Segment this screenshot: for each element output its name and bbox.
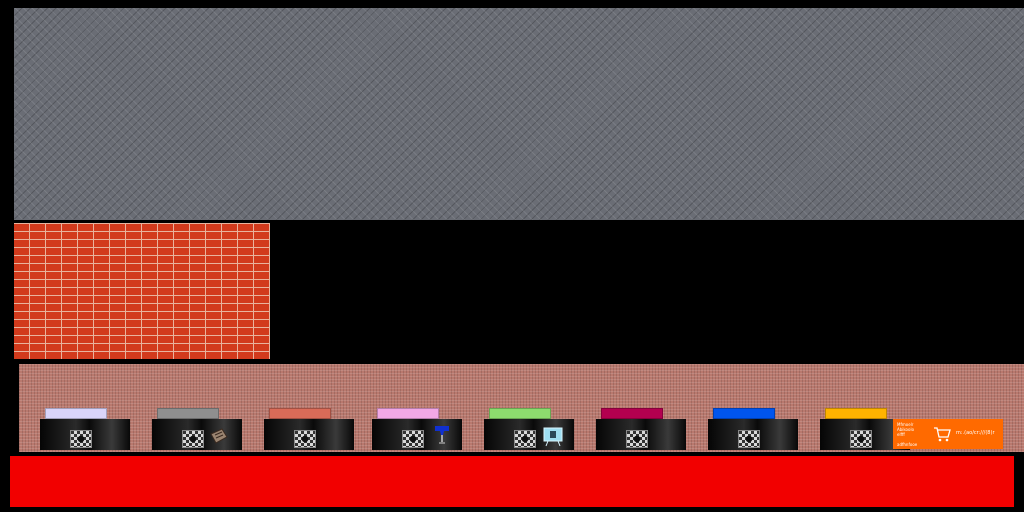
slot-color-tab xyxy=(269,408,331,419)
slot-color-tab xyxy=(601,408,663,419)
vent-grille-icon xyxy=(402,430,424,448)
slot-machine[interactable] xyxy=(708,419,798,450)
vending-slot-6[interactable] xyxy=(596,408,688,450)
slot-color-tab xyxy=(713,408,775,419)
vent-grille-icon xyxy=(626,430,648,448)
buy-panel[interactable]: Mfmoelr Abikoolo elfff adfhnfooe m:.(ao/… xyxy=(893,419,1003,449)
vending-slot-4[interactable] xyxy=(372,408,464,450)
vending-slot-2[interactable] xyxy=(152,408,244,450)
slot-color-tab xyxy=(157,408,219,419)
slot-color-tab xyxy=(489,408,551,419)
vending-slot-5[interactable] xyxy=(484,408,576,450)
slot-machine[interactable] xyxy=(264,419,354,450)
book-icon[interactable] xyxy=(208,425,230,447)
shopping-cart-icon[interactable] xyxy=(933,426,951,442)
slot-machine[interactable] xyxy=(372,419,462,450)
slot-color-tab xyxy=(45,408,107,419)
vent-grille-icon xyxy=(70,430,92,448)
buy-panel-line-1: Mfmoelr xyxy=(897,422,914,427)
buy-panel-line-2: Abikoolo xyxy=(897,427,915,432)
vending-slot-7[interactable] xyxy=(708,408,800,450)
bottom-red-bar xyxy=(10,456,1014,507)
blue-tee-icon[interactable] xyxy=(431,423,453,445)
vending-slot-3[interactable] xyxy=(264,408,356,450)
slot-machine[interactable] xyxy=(596,419,686,450)
slot-machine[interactable] xyxy=(40,419,130,450)
monitor-icon[interactable] xyxy=(542,425,564,447)
vending-slot-1[interactable] xyxy=(40,408,132,450)
diamond-plate-panel xyxy=(14,8,1024,220)
vent-grille-icon xyxy=(738,430,760,448)
price-text: m:.(ao/cr:///(8)r xyxy=(956,430,995,436)
buy-panel-line-4: adfhnfooe xyxy=(897,442,918,447)
vent-grille-icon xyxy=(294,430,316,448)
slot-machine[interactable] xyxy=(152,419,242,450)
slot-machine[interactable] xyxy=(484,419,574,450)
brick-wall-panel xyxy=(14,223,270,359)
vent-grille-icon xyxy=(850,430,872,448)
slot-color-tab xyxy=(377,408,439,419)
buy-panel-line-3: elfff xyxy=(897,432,905,437)
vent-grille-icon xyxy=(514,430,536,448)
slot-color-tab xyxy=(825,408,887,419)
vent-grille-icon xyxy=(182,430,204,448)
